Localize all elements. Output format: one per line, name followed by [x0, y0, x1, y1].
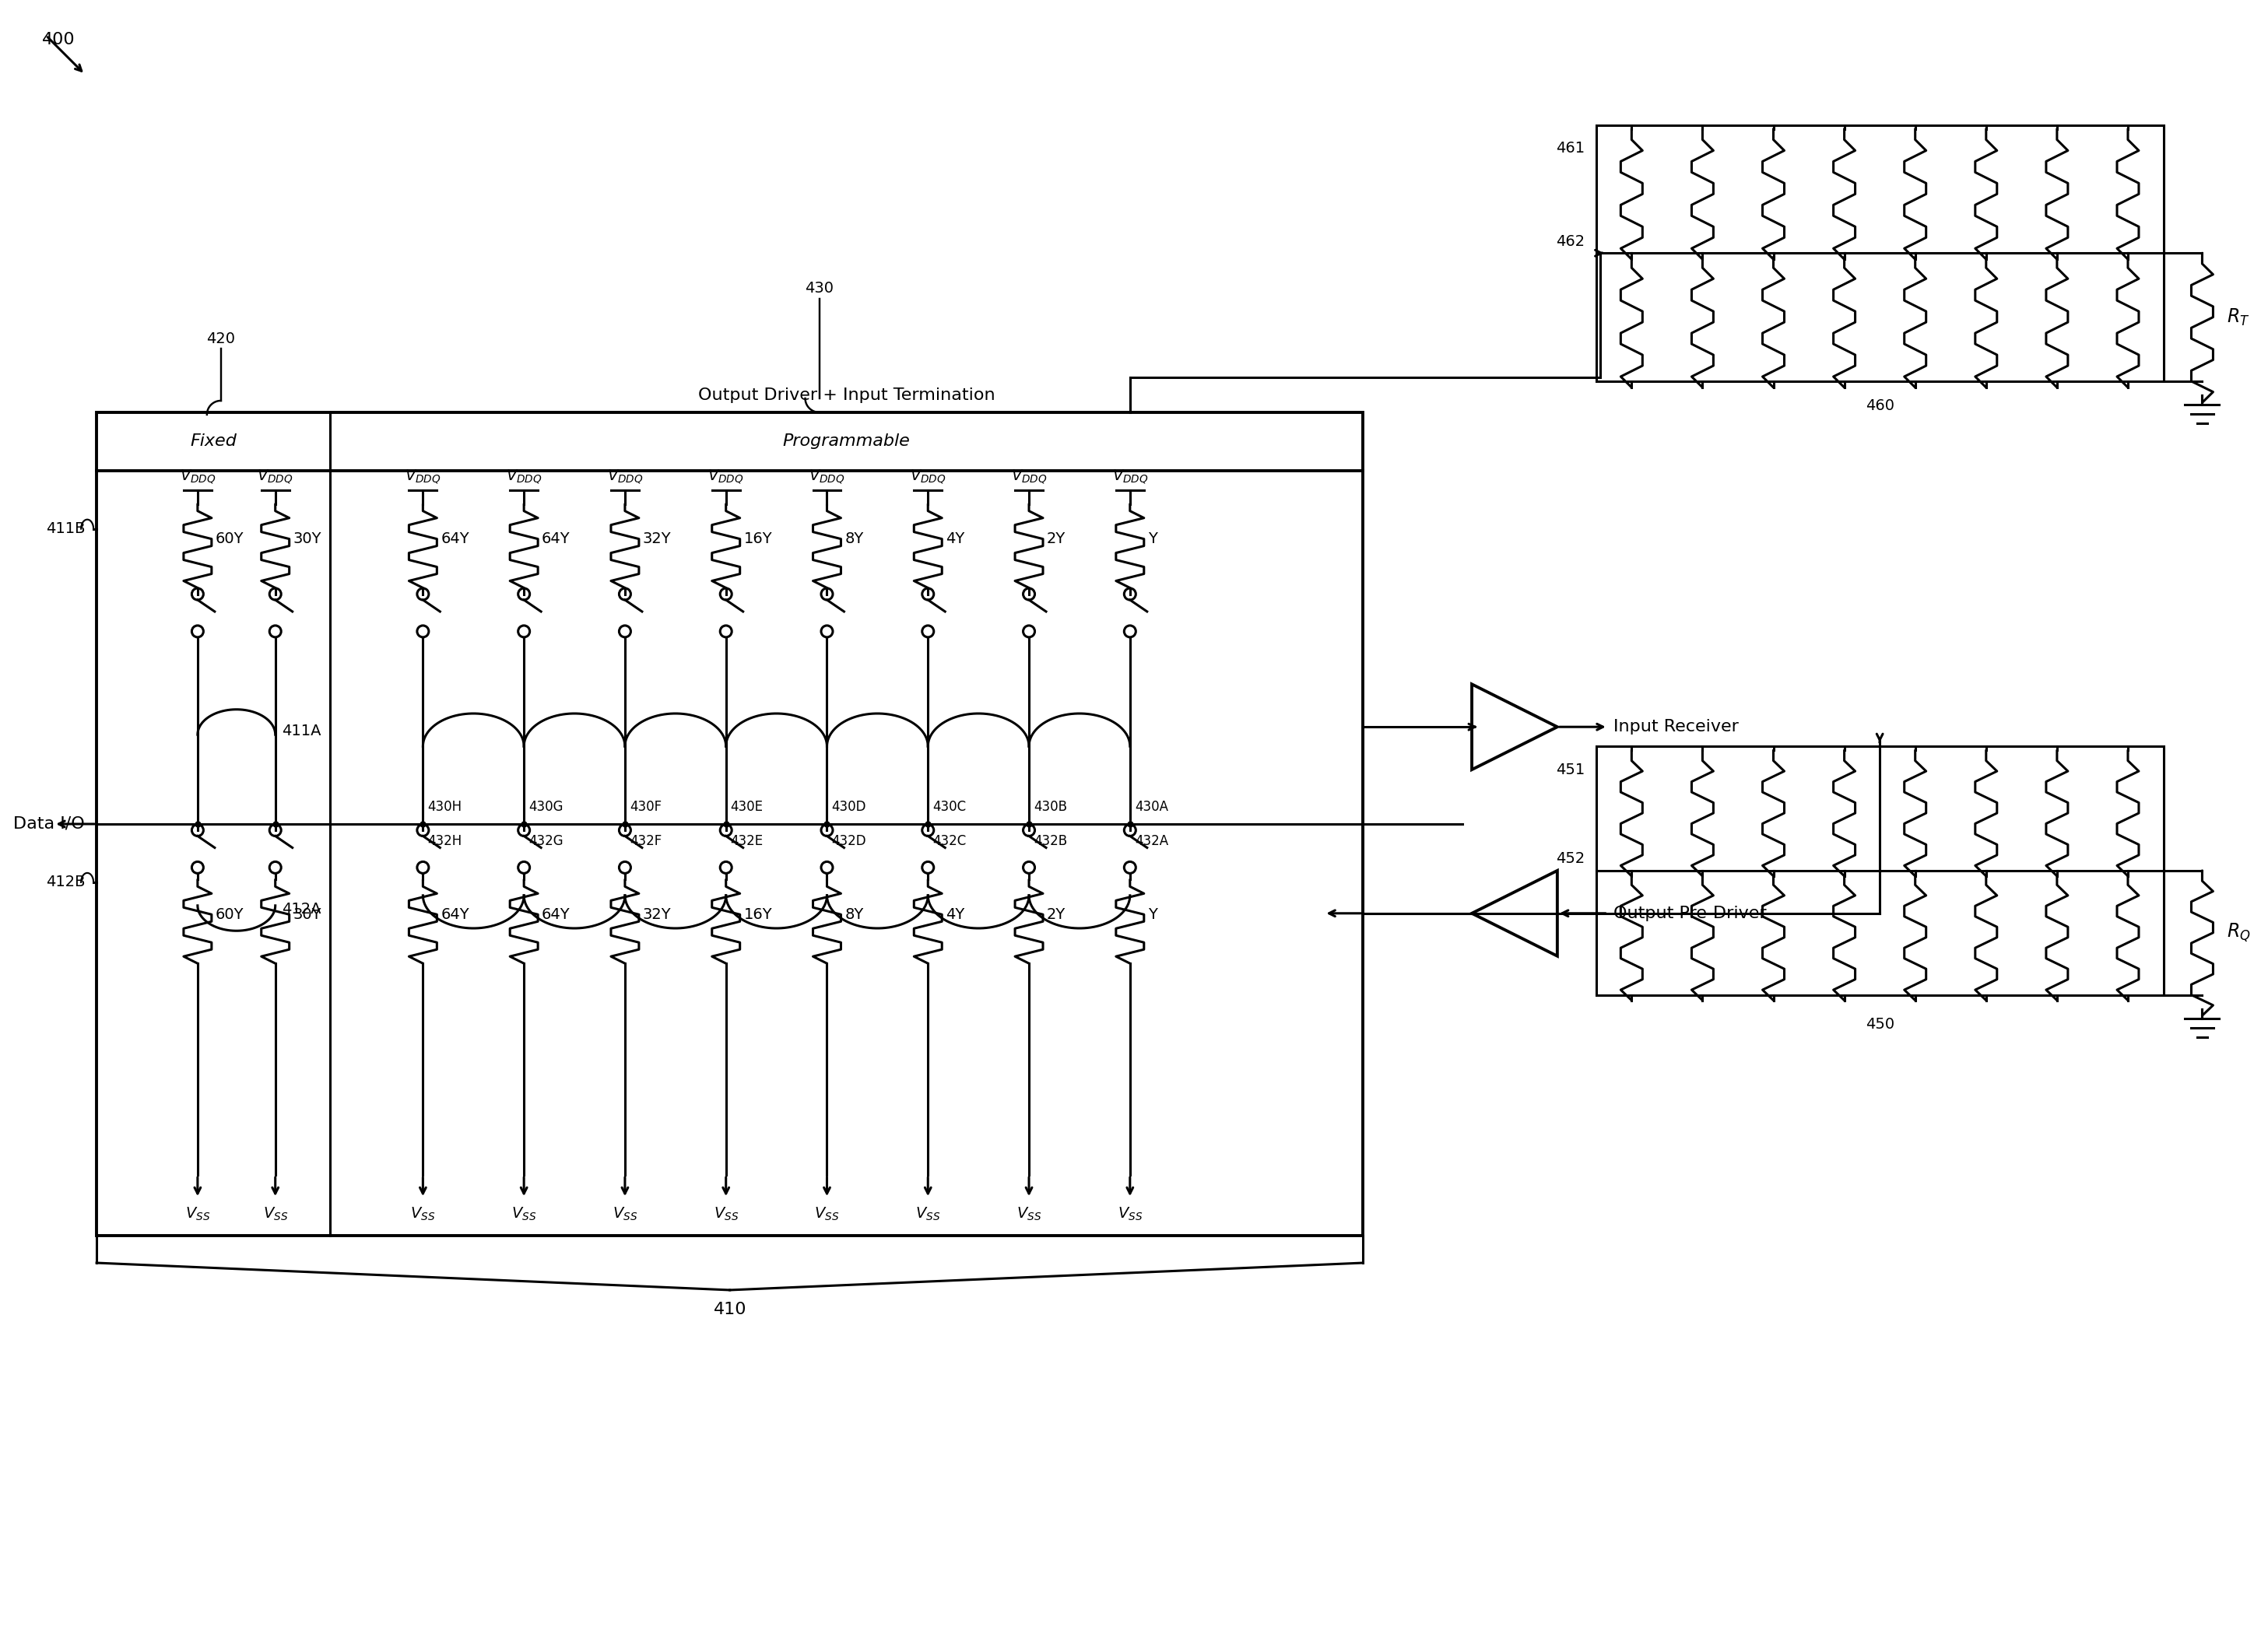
Text: 4Y: 4Y	[946, 532, 964, 546]
Text: 432A: 432A	[1134, 834, 1168, 848]
Text: 420: 420	[206, 331, 236, 346]
Text: 430C: 430C	[932, 799, 966, 814]
Text: 64Y: 64Y	[440, 907, 469, 922]
Text: 461: 461	[1556, 141, 1585, 156]
Text: $V_{SS}$: $V_{SS}$	[1118, 1206, 1143, 1223]
Text: $V_{DDQ}$: $V_{DDQ}$	[1111, 468, 1148, 486]
Text: $V_{DDQ}$: $V_{DDQ}$	[256, 468, 293, 486]
Text: 8Y: 8Y	[844, 907, 864, 922]
Text: $V_{DDQ}$: $V_{DDQ}$	[608, 468, 644, 486]
Text: 412B: 412B	[45, 875, 84, 889]
Text: 8Y: 8Y	[844, 532, 864, 546]
Text: 30Y: 30Y	[293, 907, 322, 922]
Text: $V_{SS}$: $V_{SS}$	[186, 1206, 211, 1223]
Text: 411A: 411A	[281, 724, 320, 738]
Text: 430G: 430G	[528, 799, 562, 814]
Text: 451: 451	[1556, 761, 1585, 778]
Bar	[98, 412, 1363, 1236]
Text: $V_{DDQ}$: $V_{DDQ}$	[708, 468, 744, 486]
Text: 400: 400	[43, 31, 75, 48]
Text: Y: Y	[1148, 532, 1157, 546]
Text: $V_{DDQ}$: $V_{DDQ}$	[1012, 468, 1048, 486]
Text: 432E: 432E	[730, 834, 764, 848]
Text: 64Y: 64Y	[440, 532, 469, 546]
Text: Output Driver + Input Termination: Output Driver + Input Termination	[699, 387, 996, 404]
Text: 30Y: 30Y	[293, 532, 322, 546]
Text: 430A: 430A	[1134, 799, 1168, 814]
Text: 460: 460	[1864, 399, 1894, 414]
Text: $V_{SS}$: $V_{SS}$	[411, 1206, 435, 1223]
Text: 16Y: 16Y	[744, 907, 773, 922]
Text: 411B: 411B	[45, 522, 84, 537]
Text: $V_{DDQ}$: $V_{DDQ}$	[810, 468, 846, 486]
Text: $V_{DDQ}$: $V_{DDQ}$	[404, 468, 440, 486]
Text: 412A: 412A	[281, 901, 320, 916]
Text: 430E: 430E	[730, 799, 764, 814]
Text: $V_{SS}$: $V_{SS}$	[916, 1206, 941, 1223]
Bar	[1597, 747, 2164, 994]
Text: 432H: 432H	[429, 834, 463, 848]
Bar	[1597, 125, 2164, 381]
Text: 32Y: 32Y	[642, 532, 671, 546]
Text: 450: 450	[1864, 1017, 1894, 1032]
Text: $V_{SS}$: $V_{SS}$	[814, 1206, 839, 1223]
Text: 430H: 430H	[429, 799, 463, 814]
Text: 432F: 432F	[631, 834, 662, 848]
Text: 2Y: 2Y	[1048, 907, 1066, 922]
Text: Fixed: Fixed	[191, 433, 236, 450]
Text: 64Y: 64Y	[542, 532, 569, 546]
Text: 430B: 430B	[1034, 799, 1066, 814]
Text: 462: 462	[1556, 235, 1585, 249]
Text: 60Y: 60Y	[215, 907, 245, 922]
Text: 16Y: 16Y	[744, 532, 773, 546]
Text: $V_{SS}$: $V_{SS}$	[510, 1206, 538, 1223]
Text: Y: Y	[1148, 907, 1157, 922]
Text: $R_T$: $R_T$	[2227, 307, 2250, 327]
Text: 430F: 430F	[631, 799, 662, 814]
Text: $V_{DDQ}$: $V_{DDQ}$	[909, 468, 946, 486]
Text: 432B: 432B	[1034, 834, 1068, 848]
Text: $V_{DDQ}$: $V_{DDQ}$	[179, 468, 215, 486]
Text: $V_{DDQ}$: $V_{DDQ}$	[506, 468, 542, 486]
Text: Data I/O: Data I/O	[14, 816, 84, 832]
Text: 60Y: 60Y	[215, 532, 245, 546]
Text: $V_{SS}$: $V_{SS}$	[263, 1206, 288, 1223]
Text: Input Receiver: Input Receiver	[1613, 719, 1740, 735]
Text: 64Y: 64Y	[542, 907, 569, 922]
Text: $R_Q$: $R_Q$	[2227, 922, 2250, 944]
Text: 430D: 430D	[832, 799, 866, 814]
Text: $V_{SS}$: $V_{SS}$	[1016, 1206, 1041, 1223]
Text: 2Y: 2Y	[1048, 532, 1066, 546]
Text: $V_{SS}$: $V_{SS}$	[612, 1206, 637, 1223]
Text: Output Pre-Driver: Output Pre-Driver	[1613, 906, 1767, 921]
Text: 430: 430	[805, 281, 835, 295]
Text: 432D: 432D	[832, 834, 866, 848]
Text: 410: 410	[714, 1301, 746, 1318]
Text: Programmable: Programmable	[782, 433, 909, 450]
Text: 452: 452	[1556, 852, 1585, 866]
Text: 432C: 432C	[932, 834, 966, 848]
Text: 4Y: 4Y	[946, 907, 964, 922]
Text: $V_{SS}$: $V_{SS}$	[714, 1206, 739, 1223]
Text: 432G: 432G	[528, 834, 562, 848]
Text: 32Y: 32Y	[642, 907, 671, 922]
